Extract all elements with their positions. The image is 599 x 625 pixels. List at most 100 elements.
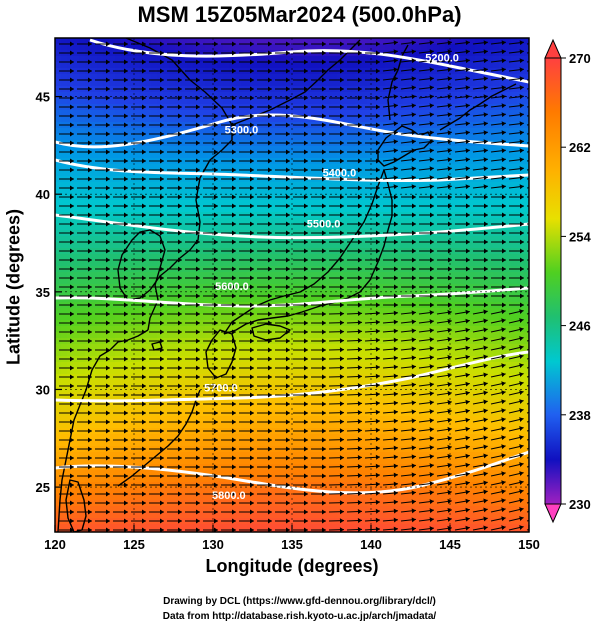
- temperature-cell: [241, 404, 248, 411]
- temperature-cell: [265, 326, 272, 333]
- temperature-cell: [259, 236, 266, 243]
- temperature-cell: [367, 398, 374, 405]
- temperature-cell: [67, 380, 74, 387]
- temperature-cell: [361, 392, 368, 399]
- temperature-cell: [457, 368, 464, 375]
- temperature-cell: [301, 170, 308, 177]
- temperature-cell: [289, 224, 296, 231]
- temperature-cell: [121, 380, 128, 387]
- temperature-cell: [145, 146, 152, 153]
- temperature-cell: [505, 254, 512, 261]
- temperature-cell: [121, 116, 128, 123]
- temperature-cell: [241, 200, 248, 207]
- temperature-cell: [205, 296, 212, 303]
- temperature-cell: [235, 260, 242, 267]
- temperature-cell: [319, 128, 326, 135]
- temperature-cell: [91, 356, 98, 363]
- temperature-cell: [427, 332, 434, 339]
- temperature-cell: [433, 80, 440, 87]
- temperature-cell: [373, 170, 380, 177]
- temperature-cell: [61, 62, 68, 69]
- temperature-cell: [163, 248, 170, 255]
- temperature-cell: [301, 326, 308, 333]
- temperature-cell: [127, 62, 134, 69]
- temperature-cell: [145, 116, 152, 123]
- temperature-cell: [67, 344, 74, 351]
- temperature-cell: [199, 68, 206, 75]
- temperature-cell: [217, 362, 224, 369]
- temperature-cell: [403, 326, 410, 333]
- temperature-cell: [67, 80, 74, 87]
- temperature-cell: [331, 98, 338, 105]
- temperature-cell: [187, 326, 194, 333]
- temperature-cell: [115, 368, 122, 375]
- temperature-cell: [169, 380, 176, 387]
- temperature-cell: [145, 368, 152, 375]
- temperature-cell: [301, 296, 308, 303]
- temperature-cell: [73, 152, 80, 159]
- temperature-cell: [91, 242, 98, 249]
- temperature-cell: [517, 134, 524, 141]
- temperature-cell: [235, 122, 242, 129]
- temperature-cell: [109, 200, 116, 207]
- temperature-cell: [415, 332, 422, 339]
- temperature-cell: [265, 164, 272, 171]
- temperature-cell: [283, 206, 290, 213]
- temperature-cell: [469, 56, 476, 63]
- temperature-cell: [127, 164, 134, 171]
- temperature-cell: [241, 206, 248, 213]
- temperature-cell: [85, 92, 92, 99]
- temperature-cell: [61, 188, 68, 195]
- temperature-cell: [121, 224, 128, 231]
- temperature-cell: [493, 80, 500, 87]
- temperature-cell: [253, 260, 260, 267]
- temperature-cell: [403, 290, 410, 297]
- temperature-cell: [271, 410, 278, 417]
- temperature-cell: [145, 182, 152, 189]
- temperature-cell: [355, 242, 362, 249]
- temperature-cell: [133, 164, 140, 171]
- temperature-cell: [199, 380, 206, 387]
- temperature-cell: [439, 326, 446, 333]
- temperature-cell: [181, 338, 188, 345]
- temperature-cell: [277, 344, 284, 351]
- temperature-cell: [469, 200, 476, 207]
- temperature-cell: [55, 254, 62, 261]
- temperature-cell: [175, 350, 182, 357]
- temperature-cell: [403, 110, 410, 117]
- temperature-cell: [433, 296, 440, 303]
- temperature-cell: [457, 224, 464, 231]
- temperature-cell: [169, 200, 176, 207]
- temperature-cell: [247, 56, 254, 63]
- temperature-cell: [499, 338, 506, 345]
- temperature-cell: [193, 164, 200, 171]
- temperature-cell: [229, 350, 236, 357]
- temperature-cell: [229, 314, 236, 321]
- temperature-cell: [487, 98, 494, 105]
- temperature-cell: [205, 350, 212, 357]
- temperature-cell: [337, 236, 344, 243]
- temperature-cell: [403, 134, 410, 141]
- temperature-cell: [505, 278, 512, 285]
- temperature-cell: [253, 80, 260, 87]
- temperature-cell: [397, 122, 404, 129]
- temperature-cell: [67, 278, 74, 285]
- temperature-cell: [337, 80, 344, 87]
- temperature-cell: [145, 272, 152, 279]
- temperature-cell: [235, 344, 242, 351]
- temperature-cell: [469, 44, 476, 51]
- temperature-cell: [229, 380, 236, 387]
- temperature-cell: [223, 38, 230, 45]
- temperature-cell: [385, 56, 392, 63]
- temperature-cell: [337, 146, 344, 153]
- temperature-cell: [271, 380, 278, 387]
- temperature-cell: [199, 284, 206, 291]
- temperature-cell: [181, 80, 188, 87]
- temperature-cell: [151, 134, 158, 141]
- temperature-cell: [523, 314, 529, 321]
- temperature-cell: [505, 362, 512, 369]
- temperature-cell: [217, 62, 224, 69]
- temperature-cell: [271, 170, 278, 177]
- temperature-cell: [421, 86, 428, 93]
- temperature-cell: [211, 188, 218, 195]
